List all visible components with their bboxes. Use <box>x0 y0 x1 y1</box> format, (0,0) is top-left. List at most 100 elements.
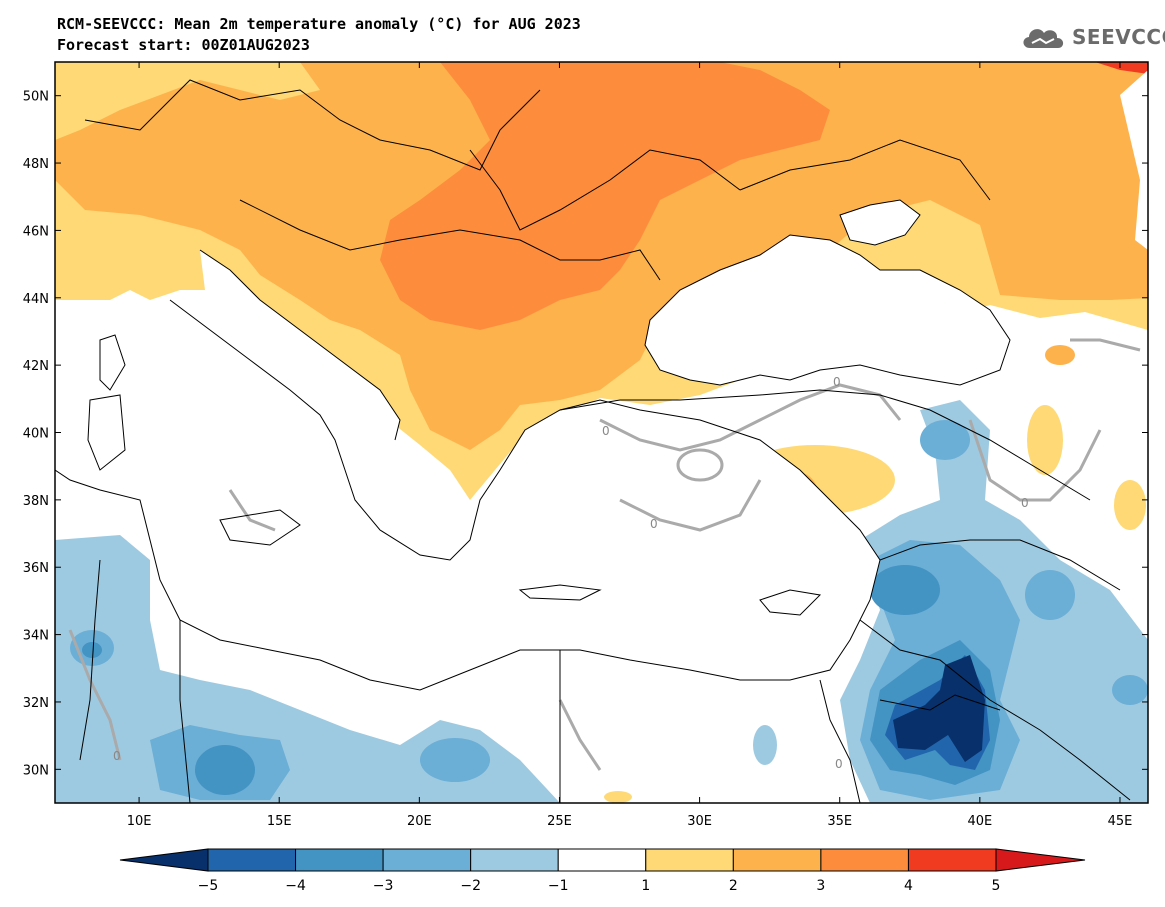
contour-label: 0 <box>650 517 658 531</box>
contour-label: 0 <box>602 424 610 438</box>
colorbar-tick-label: 2 <box>729 878 738 894</box>
lat-tick-label: 36N <box>23 561 49 576</box>
cold-patch-anatolia-east <box>920 420 970 460</box>
lon-tick-label: 25E <box>547 814 572 829</box>
border-tunisia-libya <box>179 620 191 803</box>
axis-ticks <box>55 62 1148 803</box>
colorbar-tick-label: 3 <box>816 878 825 894</box>
colorbar-segment <box>645 848 734 872</box>
seevccc-logo: SEEVCCC <box>1018 22 1165 52</box>
sea-azov <box>840 200 920 245</box>
warm-patch-east <box>1027 405 1063 475</box>
lat-tick-label: 48N <box>23 157 49 172</box>
sea-mediterranean <box>55 300 880 690</box>
cold-patch-gulf <box>1112 675 1148 705</box>
lat-tick-label: 42N <box>23 359 49 374</box>
lat-tick-label: 30N <box>23 763 49 778</box>
warm-patch-egypt <box>604 791 632 803</box>
zero-contour-egypt <box>558 699 602 771</box>
sea-caspian <box>1120 70 1148 250</box>
contour-label: 0 <box>835 757 843 771</box>
colorbar-segment <box>557 848 647 872</box>
anomaly-band-4-5 <box>1095 62 1148 74</box>
border-balkans <box>239 199 661 281</box>
zero-contour-algeria <box>68 629 122 761</box>
cold-patch-tunisia-core <box>82 642 102 658</box>
zero-contours <box>68 338 1141 771</box>
coastline-black-sea <box>644 234 1011 386</box>
lat-tick-label: 44N <box>23 292 49 307</box>
border-egypt-israel <box>819 679 861 803</box>
lat-tick-label: 34N <box>23 629 49 644</box>
coastline-sardinia <box>87 394 126 471</box>
colorbar-tick-label: 5 <box>992 878 1001 894</box>
cold-patch-syria <box>870 565 940 615</box>
colorbar-segment <box>907 848 997 872</box>
colorbar-tick-label: −4 <box>285 878 306 894</box>
border-jordan-iraq <box>879 694 1001 711</box>
colorbar-tick-label: −2 <box>460 878 481 894</box>
contour-label: 0 <box>1021 496 1029 510</box>
cold-patch-cyrenaica <box>420 738 490 782</box>
cold-patch-libya-core <box>195 745 255 795</box>
lon-tick-label: 45E <box>1108 814 1133 829</box>
colorbar-extend-high <box>995 848 1086 872</box>
anomaly-band-3-4 <box>380 62 830 330</box>
coastline-crete <box>518 584 602 601</box>
lon-tick-label: 35E <box>827 814 852 829</box>
colorbar-tick-label: −1 <box>548 878 569 894</box>
forecast-start-label: Forecast start: 00Z01AUG2023 <box>57 36 310 54</box>
cloud-icon <box>1023 29 1064 48</box>
lon-tick-label: 20E <box>407 814 432 829</box>
map-title: RCM-SEEVCCC: Mean 2m temperature anomaly… <box>57 15 581 33</box>
lat-tick-label: 40N <box>23 427 49 442</box>
colorbar: −5 −4 −3 −2 −1 1 2 3 4 5 <box>119 848 1086 894</box>
colorbar-segment <box>295 848 384 872</box>
zero-contour-anatolia <box>599 383 902 452</box>
axis-labels: 10E 15E 20E 25E 30E 35E 40E 45E 30N 32N 34N 36N 38N 4… <box>23 90 1133 829</box>
zero-contour-east <box>968 419 1102 502</box>
lat-tick-label: 46N <box>23 224 49 239</box>
lon-tick-label: 40E <box>967 814 992 829</box>
border-turkey-north <box>559 389 1091 501</box>
colorbar-tick-label: 4 <box>904 878 913 894</box>
zero-contour-anatolia-south <box>619 479 762 532</box>
cold-patch-nile <box>753 725 777 765</box>
colorbar-extend-low <box>119 848 209 872</box>
border-central-europe <box>84 79 541 171</box>
sea-adriatic-tyrrhenian <box>200 250 400 440</box>
colorbar-tick-label: −5 <box>198 878 219 894</box>
lat-tick-label: 32N <box>23 696 49 711</box>
border-ukraine-russia <box>739 139 991 201</box>
lat-tick-label: 38N <box>23 494 49 509</box>
colorbar-tick-label: −3 <box>373 878 394 894</box>
cold-band-core-east <box>893 655 985 762</box>
colorbar-segment <box>820 848 909 872</box>
zero-contour-caucasus <box>1070 338 1141 352</box>
cold-patch-iraq <box>1025 570 1075 620</box>
coastline-cyprus <box>759 589 822 616</box>
border-turkey-syria <box>879 539 1121 591</box>
coastline-mediterranean <box>55 299 881 691</box>
coastline-corsica <box>99 334 126 391</box>
zero-contour-sicily <box>228 489 276 532</box>
coastline-azov <box>839 199 921 246</box>
warm-patch-caucasus <box>1045 345 1075 365</box>
lon-tick-label: 30E <box>687 814 712 829</box>
zero-contour-labels: 0 0 0 0 0 0 <box>113 375 1029 771</box>
logo-text: SEEVCCC <box>1072 25 1165 49</box>
coastline-adriatic <box>199 249 401 441</box>
zero-contour-loop-1 <box>676 448 724 482</box>
lon-tick-label: 15E <box>267 814 292 829</box>
contour-label: 0 <box>113 749 121 763</box>
lon-tick-label: 10E <box>127 814 152 829</box>
colorbar-segment <box>382 848 472 872</box>
border-jordan-saudi <box>859 619 1131 801</box>
warm-patch-far-east <box>1114 480 1146 530</box>
sea-black <box>645 235 1010 385</box>
colorbar-segment <box>732 848 822 872</box>
colorbar-segment <box>207 848 297 872</box>
coastline-sicily <box>219 509 301 546</box>
border-carpathians <box>469 149 741 231</box>
